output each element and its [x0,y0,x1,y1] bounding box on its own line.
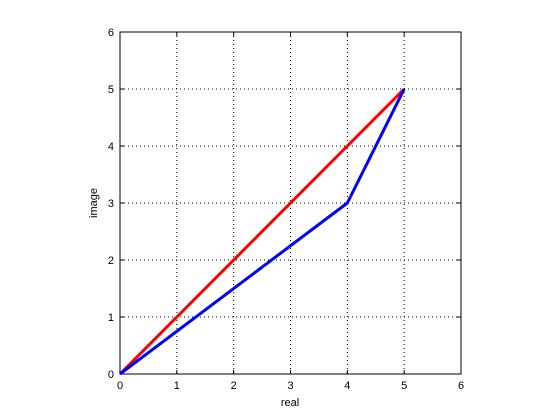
x-tick-label: 2 [231,380,237,392]
y-tick-label: 5 [108,84,114,96]
y-tick-label: 4 [108,141,114,153]
x-tick-label: 0 [117,380,123,392]
data-line [119,88,406,376]
y-axis-label: image [88,188,100,218]
x-tick-label: 6 [458,380,464,392]
y-tick-label: 0 [108,369,114,381]
x-tick-label: 3 [287,380,293,392]
x-tick-label: 1 [174,380,180,392]
y-tick-label: 6 [108,27,114,39]
data-line [118,87,406,376]
x-axis-label: real [281,397,299,409]
y-tick-label: 1 [108,312,114,324]
y-tick-label: 3 [108,198,114,210]
x-tick-label: 5 [401,380,407,392]
y-tick-label: 2 [108,255,114,267]
axes-box [119,31,462,375]
x-tick-label: 4 [344,380,350,392]
